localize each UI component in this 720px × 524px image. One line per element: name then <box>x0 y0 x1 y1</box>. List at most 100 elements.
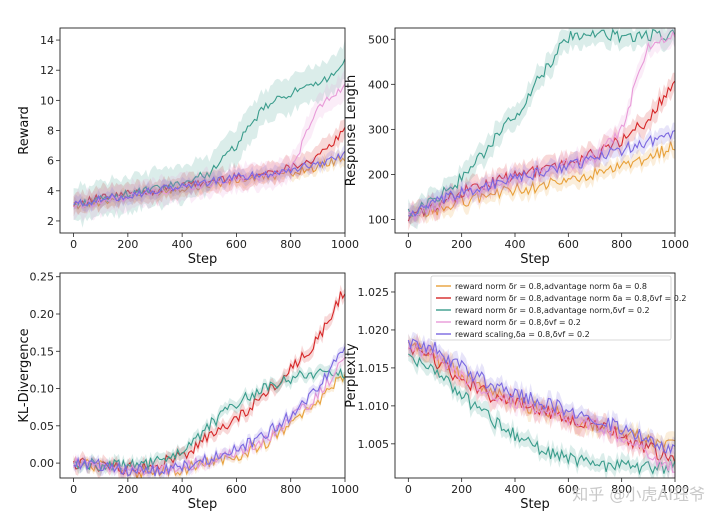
y-tick-label: 0.10 <box>30 383 55 396</box>
series-band-s2 <box>73 363 345 477</box>
axes-frame <box>59 272 346 479</box>
series-line-s4 <box>73 346 345 477</box>
series-line-s4 <box>407 338 675 455</box>
axes-frame <box>394 272 676 479</box>
y-axis-label: Response Length <box>344 75 359 186</box>
x-tick-label: 400 <box>172 483 193 496</box>
x-tick-label: 1000 <box>661 483 689 496</box>
series-band-s2 <box>73 38 345 228</box>
series-band-s1 <box>73 118 345 217</box>
y-tick-label: 6 <box>47 155 54 168</box>
x-tick-label: 600 <box>226 483 247 496</box>
y-tick-label: 1.015 <box>358 362 390 375</box>
legend-entry-s0: reward norm δr = 0.8,advantage norm δa =… <box>455 282 647 291</box>
y-tick-label: 0.00 <box>30 457 55 470</box>
y-tick-label: 0.20 <box>30 308 55 321</box>
chart-panel-3: 0 200 400 600 800 1000 1.005 1.010 1.015 1.020 1.0… <box>344 272 689 512</box>
y-tick-label: 100 <box>368 213 389 226</box>
legend-entry-s2: reward norm δr = 0.8,advantage norm,δvf … <box>455 306 650 315</box>
series-band-s3 <box>73 69 345 222</box>
x-tick-label: 1000 <box>331 238 359 251</box>
y-tick-label: 0.25 <box>30 271 55 284</box>
y-tick-label: 300 <box>368 123 389 136</box>
chart-panel-2: 0 200 400 600 800 1000 0.00 0.05 0.10 0.15 0.20 0.2… <box>17 271 359 512</box>
x-tick-label: 800 <box>280 483 301 496</box>
x-tick-label: 200 <box>451 483 472 496</box>
series-line-s2 <box>407 28 675 217</box>
series-line-s0 <box>407 141 675 219</box>
watermark-text: 知乎 @小虎AI珏爷 <box>572 485 705 504</box>
series-band-s4 <box>408 122 675 225</box>
y-tick-label: 0.15 <box>30 345 55 358</box>
chart-panel-1: 0 200 400 600 800 1000 100 200 300 400 500 Step Resp… <box>344 27 689 267</box>
x-tick-label: 200 <box>117 238 138 251</box>
x-tick-label: 600 <box>558 483 579 496</box>
legend-entry-s4: reward scaling,δa = 0.8,δvf = 0.2 <box>455 330 590 339</box>
series-line-s3 <box>408 30 675 222</box>
series-line-s1 <box>73 291 345 476</box>
x-tick-label: 200 <box>117 483 138 496</box>
x-tick-label: 800 <box>611 483 632 496</box>
plot-area <box>73 38 345 228</box>
x-tick-label: 400 <box>172 238 193 251</box>
chart-panel-0: 0 200 400 600 800 1000 2 4 6 8 10 12 14 Step Reward <box>17 27 359 267</box>
x-tick-label: 0 <box>405 238 412 251</box>
series-line-s0 <box>73 155 345 210</box>
series-line-s2 <box>407 353 675 476</box>
y-tick-label: 500 <box>368 33 389 46</box>
y-tick-label: 2 <box>47 215 54 228</box>
y-tick-label: 8 <box>47 125 54 138</box>
x-tick-label: 600 <box>226 238 247 251</box>
x-tick-label: 200 <box>451 238 472 251</box>
series-band-s0 <box>408 132 675 225</box>
plot-area <box>407 331 675 478</box>
x-tick-label: 1000 <box>661 238 689 251</box>
y-tick-label: 1.010 <box>358 400 390 413</box>
series-line-s4 <box>408 130 675 217</box>
plot-area <box>407 28 675 231</box>
series-band-s3 <box>73 351 345 478</box>
x-tick-label: 400 <box>505 238 526 251</box>
y-axis-label: Perplexity <box>344 343 359 408</box>
series-line-s3 <box>407 342 675 474</box>
y-tick-label: 1.005 <box>358 438 390 451</box>
y-tick-label: 12 <box>40 64 54 77</box>
series-band-s3 <box>408 335 675 478</box>
x-tick-label: 800 <box>611 238 632 251</box>
legend-box <box>430 275 672 341</box>
series-line-s0 <box>407 341 675 450</box>
y-tick-label: 1.025 <box>358 286 390 299</box>
x-tick-label: 600 <box>558 238 579 251</box>
x-tick-label: 800 <box>280 238 301 251</box>
series-line-s4 <box>73 150 345 207</box>
series-band-s0 <box>73 369 345 478</box>
series-band-s1 <box>408 72 675 231</box>
y-tick-label: 200 <box>368 168 389 181</box>
y-tick-label: 4 <box>47 185 54 198</box>
y-tick-label: 400 <box>368 78 389 91</box>
series-line-s1 <box>408 341 675 464</box>
x-tick-label: 400 <box>505 483 526 496</box>
x-tick-label: 0 <box>70 238 77 251</box>
legend-entry-s3: reward norm δr = 0.8,δvf = 0.2 <box>455 318 581 327</box>
x-axis-label: Step <box>188 497 218 512</box>
legend: reward norm δr = 0.8,advantage norm δa =… <box>430 275 686 341</box>
x-axis-label: Step <box>520 252 550 267</box>
x-axis-label: Step <box>520 497 550 512</box>
y-tick-label: 10 <box>40 94 54 107</box>
x-tick-label: 0 <box>405 483 412 496</box>
x-axis-label: Step <box>188 252 218 267</box>
series-band-s1 <box>408 332 675 471</box>
legend-entry-s1: reward norm δr = 0.8,advantage norm δa =… <box>455 294 686 303</box>
series-band-s4 <box>73 144 345 212</box>
series-line-s2 <box>73 367 345 472</box>
plot-area <box>73 284 345 478</box>
axes-frame <box>394 27 676 234</box>
x-tick-label: 0 <box>70 483 77 496</box>
series-line-s3 <box>73 83 345 209</box>
y-axis-label: KL-Divergence <box>17 328 32 422</box>
y-axis-label: Reward <box>17 106 32 154</box>
y-tick-label: 1.020 <box>358 324 390 337</box>
y-tick-label: 14 <box>40 34 54 47</box>
